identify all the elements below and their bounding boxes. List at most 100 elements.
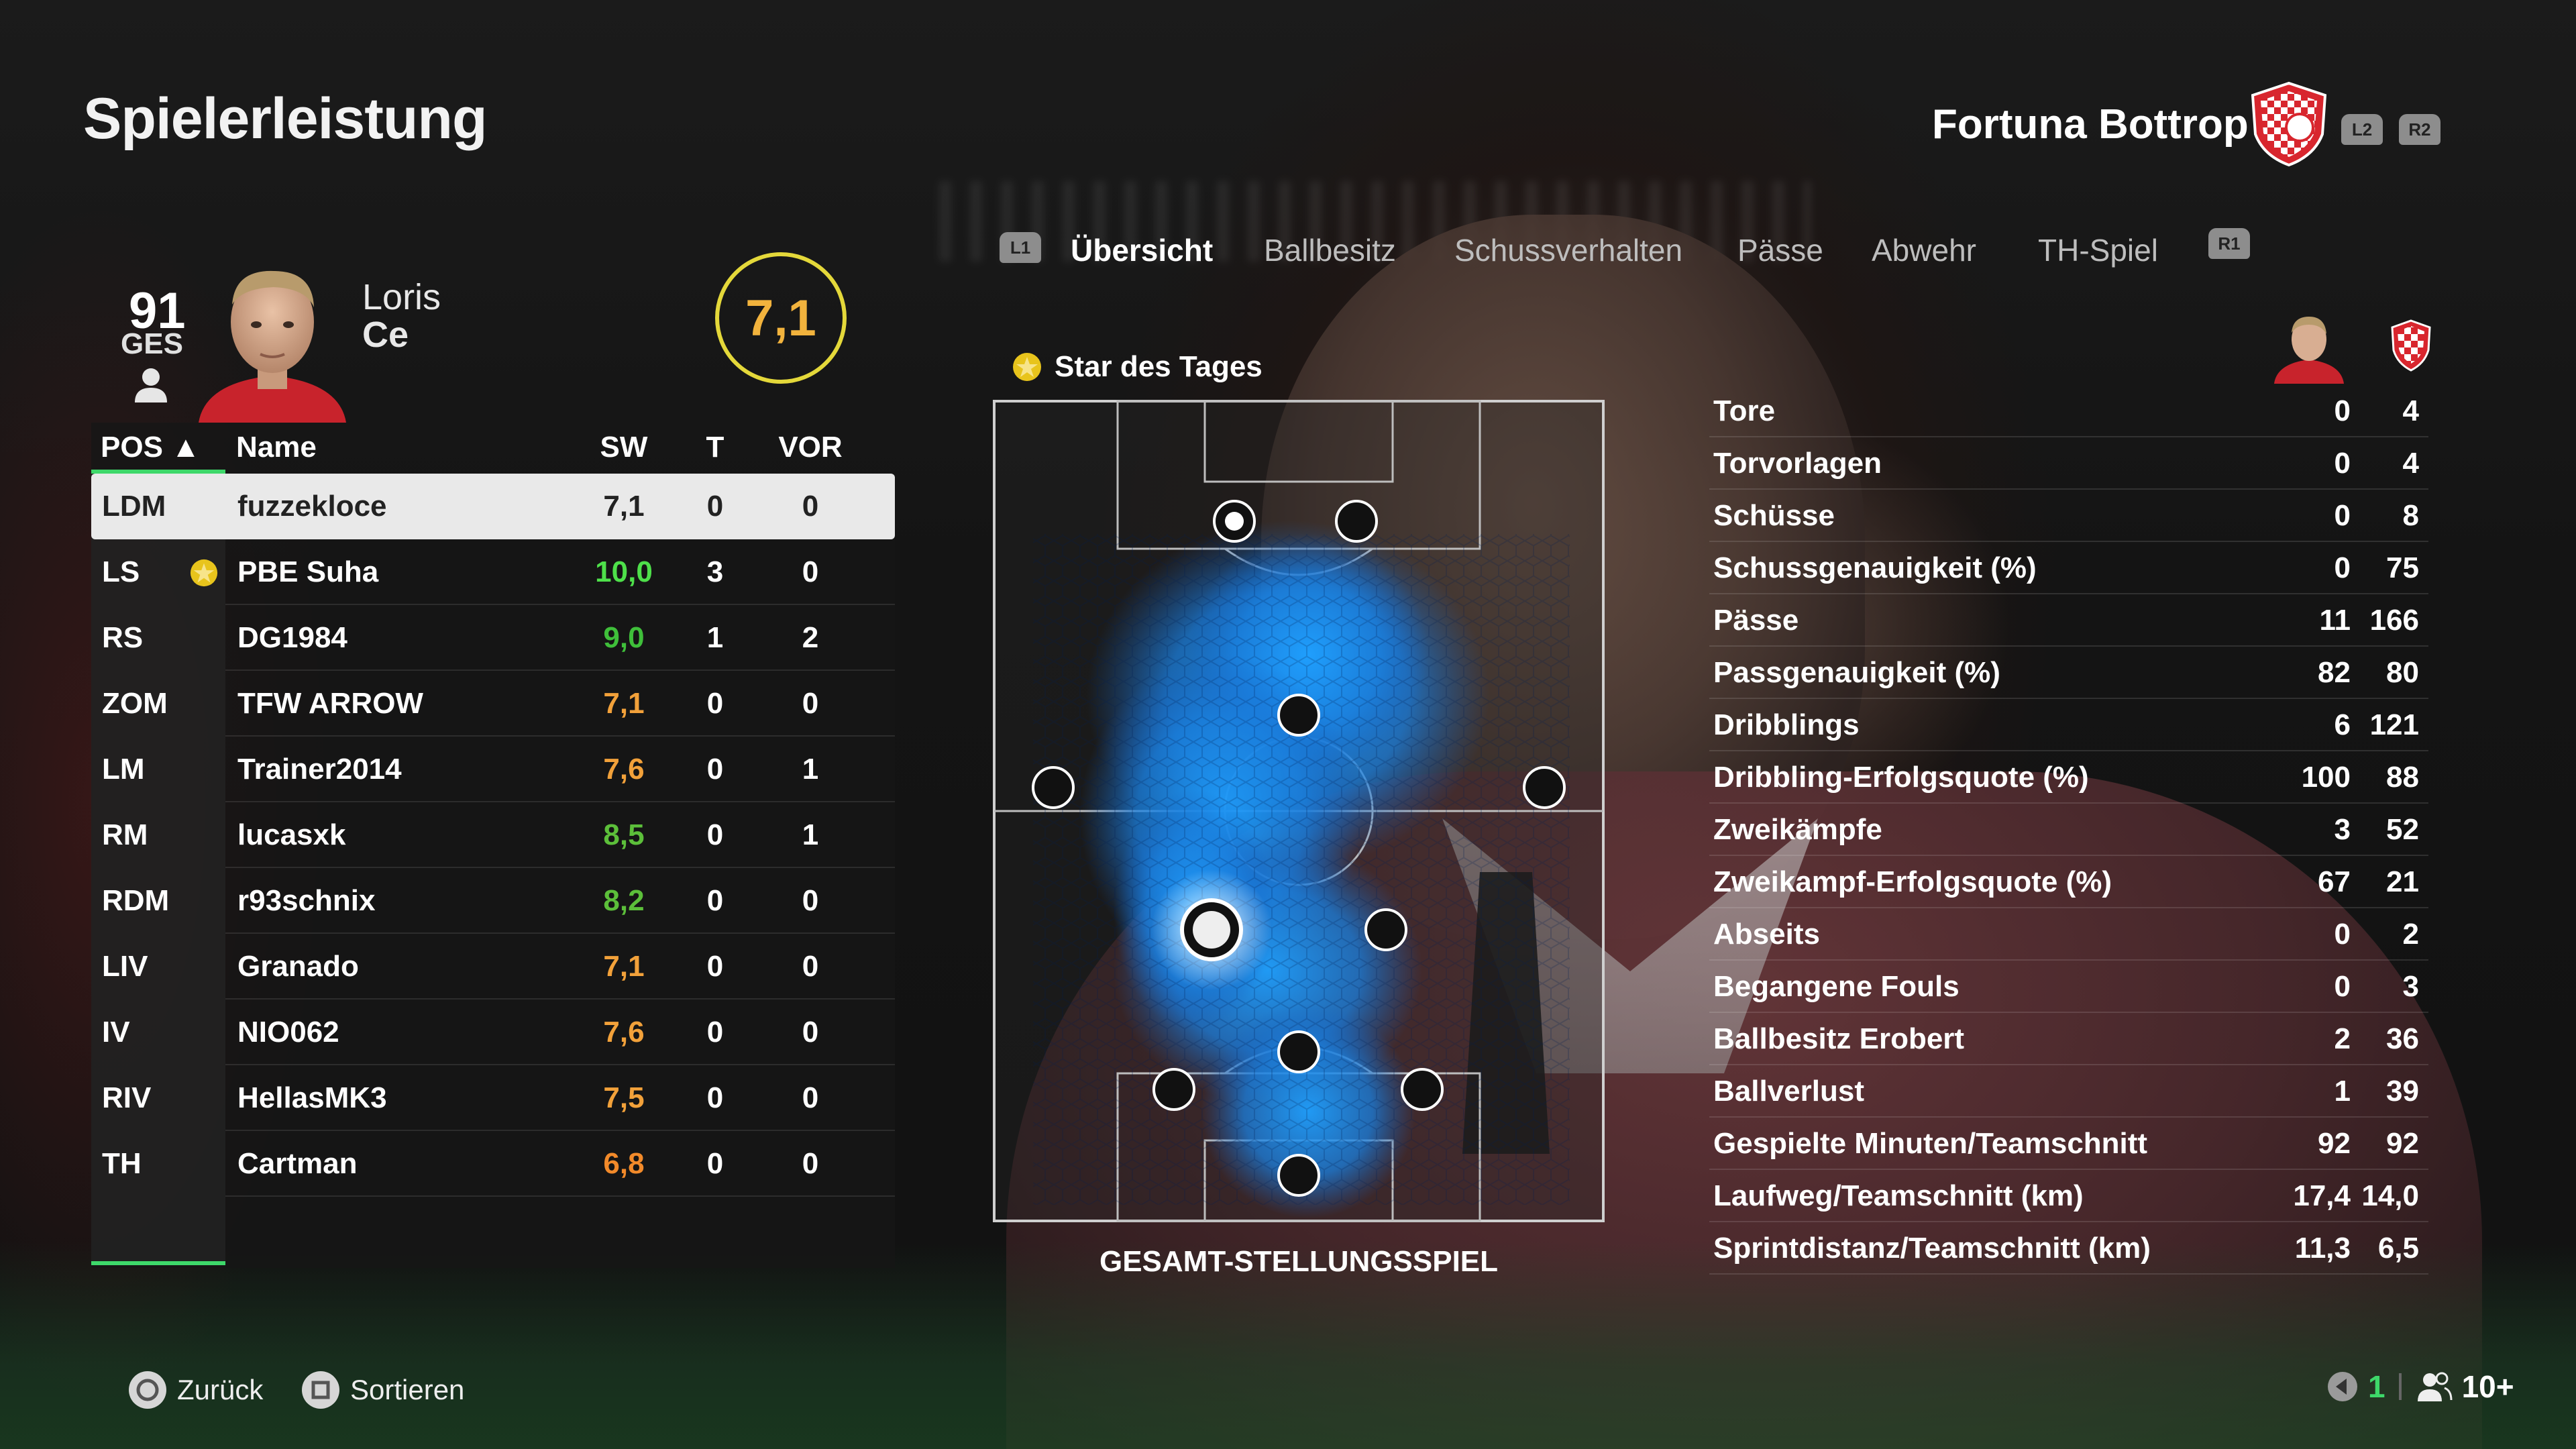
row-rating: 10,0 (595, 555, 653, 588)
tab-uebersicht[interactable]: Übersicht (1071, 233, 1214, 268)
table-row[interactable]: LIV Granado 7,1 0 0 (91, 934, 895, 1000)
row-position: IV (102, 1016, 130, 1049)
table-row[interactable]: LDM fuzzekloce 7,1 0 0 (91, 474, 895, 539)
row-position: LS (102, 555, 140, 588)
table-row[interactable]: IV NIO062 7,6 0 0 (91, 1000, 895, 1065)
stat-label: Dribbling-Erfolgsquote (%) (1713, 761, 2089, 794)
overall-rating: 91 (129, 282, 186, 339)
row-position: TH (102, 1147, 142, 1180)
table-row[interactable]: TH Cartman 6,8 0 0 (91, 1131, 895, 1197)
table-row[interactable]: RIV HellasMK3 7,5 0 0 (91, 1065, 895, 1131)
stat-player-value: 2 (2334, 1022, 2351, 1055)
row-player-name: TFW ARROW (237, 687, 423, 720)
header-vor[interactable]: VOR (778, 431, 843, 464)
row-player-name: PBE Suha (237, 555, 379, 588)
tab-paesse[interactable]: Pässe (1737, 233, 1823, 268)
stat-row: Schussgenauigkeit (%) 0 75 (1709, 542, 2428, 594)
stat-row: Begangene Fouls 0 3 (1709, 961, 2428, 1013)
stat-team-value: 52 (2386, 813, 2419, 846)
table-row[interactable]: LS PBE Suha 10,0 3 0 (91, 539, 895, 605)
sort-button[interactable]: Sortieren (302, 1371, 464, 1409)
stat-team-value: 75 (2386, 551, 2419, 584)
stat-player-value: 82 (2318, 656, 2351, 689)
players-count: 10+ (2461, 1369, 2514, 1404)
page-title: Spielerleistung (83, 87, 487, 151)
stat-player-value: 100 (2301, 761, 2351, 794)
tab-abwehr[interactable]: Abwehr (1872, 233, 1976, 268)
l2-button[interactable]: L2 (2341, 114, 2383, 145)
stat-player-value: 0 (2334, 447, 2351, 480)
row-assists: 0 (802, 555, 819, 588)
marker (1335, 500, 1378, 543)
stat-team-value: 21 (2386, 865, 2419, 898)
player-avatar (199, 270, 346, 423)
mic-icon (2328, 1372, 2357, 1401)
row-player-name: Trainer2014 (237, 753, 402, 786)
back-button[interactable]: Zurück (129, 1371, 263, 1409)
stat-row: Zweikampf-Erfolgsquote (%) 67 21 (1709, 856, 2428, 908)
stat-team-value: 4 (2402, 447, 2419, 480)
stat-row: Torvorlagen 0 4 (1709, 437, 2428, 490)
player-first-name: Loris (362, 277, 441, 317)
stat-row: Gespielte Minuten/Teamschnitt 92 92 (1709, 1118, 2428, 1170)
stat-row: Ballbesitz Erobert 2 36 (1709, 1013, 2428, 1065)
stat-label: Tore (1713, 394, 1776, 427)
l1-button[interactable]: L1 (1000, 232, 1041, 263)
stat-team-value: 4 (2402, 394, 2419, 427)
marker (1364, 908, 1407, 951)
row-assists: 0 (802, 1016, 819, 1049)
row-rating: 7,6 (603, 1016, 645, 1049)
stat-team-value: 80 (2386, 656, 2419, 689)
tab-schussverhalten[interactable]: Schussverhalten (1454, 233, 1683, 268)
header-t[interactable]: T (706, 431, 724, 464)
row-goals: 0 (706, 818, 724, 851)
stat-label: Begangene Fouls (1713, 970, 1960, 1003)
stat-team-value: 92 (2386, 1127, 2419, 1160)
stat-label: Schüsse (1713, 499, 1835, 532)
row-assists: 0 (802, 687, 819, 720)
stat-team-value: 3 (2402, 970, 2419, 1003)
team-name: Fortuna Bottrop (1932, 101, 2249, 148)
row-position: RIV (102, 1081, 152, 1114)
marker (1277, 1030, 1320, 1073)
stat-team-value: 166 (2369, 604, 2419, 637)
table-row[interactable]: LM Trainer2014 7,6 0 1 (91, 737, 895, 802)
stat-team-value: 121 (2369, 708, 2419, 741)
row-rating: 8,5 (603, 818, 645, 851)
circle-button-icon (129, 1371, 166, 1409)
stat-label: Zweikämpfe (1713, 813, 1882, 846)
sort-label: Sortieren (350, 1374, 465, 1405)
stat-team-value: 39 (2386, 1075, 2419, 1108)
row-goals: 0 (706, 1147, 724, 1180)
row-rating: 9,0 (603, 621, 645, 654)
stat-row: Sprintdistanz/Teamschnitt (km) 11,3 6,5 (1709, 1222, 2428, 1275)
stat-row: Passgenauigkeit (%) 82 80 (1709, 647, 2428, 699)
table-row[interactable]: ZOM TFW ARROW 7,1 0 0 (91, 671, 895, 737)
row-goals: 0 (706, 950, 724, 983)
row-assists: 0 (802, 1147, 819, 1180)
row-goals: 0 (706, 884, 724, 917)
table-row[interactable]: RDM r93schnix 8,2 0 0 (91, 868, 895, 934)
stat-label: Abseits (1713, 918, 1820, 951)
table-row[interactable]: RS DG1984 9,0 1 2 (91, 605, 895, 671)
stat-team-value: 8 (2402, 499, 2419, 532)
row-rating: 7,1 (603, 687, 645, 720)
star-of-the-day: Star des Tages (1012, 350, 1263, 384)
stat-player-value: 0 (2334, 970, 2351, 1003)
r1-button[interactable]: R1 (2208, 228, 2250, 259)
header-name[interactable]: Name (236, 431, 317, 464)
stat-player-value: 17,4 (2293, 1179, 2351, 1212)
header-pos[interactable]: POS ▲ (101, 431, 201, 464)
r2-button[interactable]: R2 (2399, 114, 2440, 145)
stat-row: Dribbling-Erfolgsquote (%) 100 88 (1709, 751, 2428, 804)
row-goals: 0 (706, 1016, 724, 1049)
stat-player-value: 0 (2334, 551, 2351, 584)
stat-player-value: 11 (2319, 604, 2351, 637)
row-assists: 0 (802, 1081, 819, 1114)
star-of-day-icon (190, 559, 218, 587)
header-sw[interactable]: SW (600, 431, 648, 464)
tab-ballbesitz[interactable]: Ballbesitz (1264, 233, 1396, 268)
row-rating: 7,6 (603, 753, 645, 786)
tab-th-spiel[interactable]: TH-Spiel (2038, 233, 2158, 268)
table-row[interactable]: RM lucasxk 8,5 0 1 (91, 802, 895, 868)
